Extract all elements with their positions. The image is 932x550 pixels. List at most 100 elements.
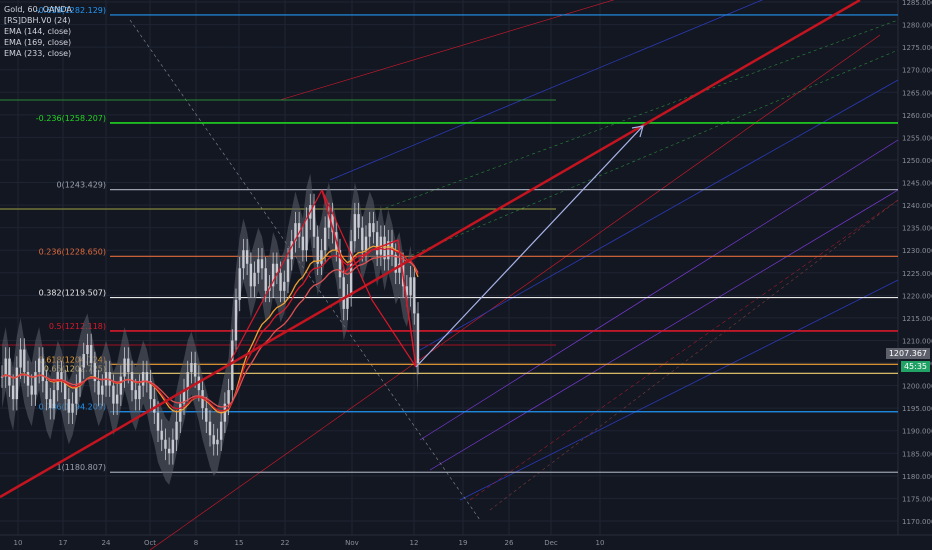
candle-body: [82, 354, 85, 368]
candle-body: [305, 218, 308, 251]
legend-indicator-ema169[interactable]: EMA (169, close): [4, 38, 72, 47]
y-tick-label: 1280.000: [902, 22, 932, 30]
candle-body: [190, 363, 193, 373]
candle-body: [71, 403, 74, 413]
candle-body: [357, 214, 360, 228]
x-tick-label: Nov: [345, 539, 359, 547]
candle-body: [264, 268, 267, 291]
candle-body: [97, 381, 100, 395]
candle-body: [201, 390, 204, 409]
y-tick-label: 1235.000: [902, 225, 932, 233]
candle-body: [338, 250, 342, 278]
current-price-tag: 1207.367: [885, 348, 930, 359]
candle-body: [115, 394, 119, 404]
fib-level-label: 0.382(1219.507): [39, 289, 106, 298]
candle-body: [153, 399, 156, 413]
candle-body: [398, 263, 401, 273]
pattern-line[interactable]: [321, 189, 417, 368]
pattern-line[interactable]: [321, 189, 417, 368]
candle-body: [19, 349, 22, 368]
channel-line: [469, 199, 899, 501]
candle-body: [49, 399, 52, 409]
y-tick-label: 1260.000: [902, 112, 932, 120]
legend-indicator-rsdbh[interactable]: [RS]DBH.V0 (24): [4, 16, 71, 25]
candle-body: [212, 435, 215, 445]
legend-symbol-title[interactable]: Gold, 60, OANDA: [4, 5, 72, 14]
y-tick-label: 1285.000: [902, 0, 932, 7]
x-tick-label: Dec: [544, 539, 558, 547]
pattern-line[interactable]: [229, 189, 323, 363]
candle-body: [223, 403, 227, 422]
candle-body: [101, 385, 104, 395]
channel-line: [429, 189, 899, 471]
candle-body: [271, 263, 275, 287]
main-trend-line[interactable]: [0, 0, 861, 499]
channel-line: [279, 0, 615, 101]
fib-level-label: 0(1243.429): [56, 181, 106, 190]
y-tick-label: 1190.000: [902, 428, 932, 436]
channel-line: [149, 34, 881, 550]
candle-body: [8, 358, 11, 386]
y-tick-label: 1200.000: [902, 383, 932, 391]
candle-body: [37, 358, 41, 373]
candle-body: [63, 381, 67, 400]
candle-body: [11, 385, 15, 400]
candle-body: [0, 376, 4, 378]
candle-body: [409, 277, 412, 296]
x-tick-label: 10: [596, 539, 605, 547]
candle-body: [219, 421, 223, 440]
candle-body: [387, 241, 390, 260]
candle-body: [186, 372, 189, 391]
candle-body: [283, 281, 286, 291]
candle-body: [375, 232, 379, 255]
candle-body: [242, 250, 245, 269]
candle-body: [260, 259, 264, 269]
candle-body: [231, 340, 234, 391]
x-tick-label: 22: [281, 539, 290, 547]
candle-body: [15, 367, 19, 400]
x-tick-label: 26: [505, 539, 514, 547]
candle-body: [26, 372, 30, 386]
candle-body: [30, 385, 33, 395]
candle-body: [93, 363, 97, 382]
y-tick-label: 1245.000: [902, 180, 932, 188]
candle-body: [245, 250, 249, 264]
candle-body: [234, 299, 238, 341]
candle-body: [249, 263, 253, 287]
candle-body: [141, 372, 145, 386]
candle-body: [208, 421, 212, 436]
candle-body: [372, 223, 375, 233]
y-tick-label: 1255.000: [902, 134, 932, 142]
chart-legend: Gold, 60, OANDA [RS]DBH.V0 (24) EMA (144…: [4, 4, 72, 59]
x-tick-label: 10: [14, 539, 23, 547]
legend-indicator-ema233[interactable]: EMA (233, close): [4, 49, 72, 58]
candle-body: [279, 272, 282, 291]
candle-body: [127, 358, 130, 373]
candle-body: [346, 295, 349, 309]
y-tick-label: 1240.000: [902, 202, 932, 210]
legend-indicator-ema144[interactable]: EMA (144, close): [4, 27, 72, 36]
candle-body: [175, 421, 178, 440]
candle-body: [108, 372, 111, 386]
candle-body: [416, 313, 420, 364]
candle-body: [413, 277, 416, 314]
x-tick-label: Oct: [144, 539, 156, 547]
channel-line: [489, 199, 899, 511]
candle-body: [123, 358, 126, 377]
candle-body: [316, 236, 319, 264]
candle-body: [275, 263, 279, 273]
candle-body: [119, 376, 123, 395]
candle-body: [4, 358, 7, 377]
fib-level-label: 1(1180.807): [56, 463, 106, 472]
x-tick-label: 15: [235, 539, 244, 547]
candle-body: [182, 390, 186, 404]
candle-body: [164, 439, 167, 449]
channel-line: [329, 0, 764, 181]
ema-144-line: [1, 245, 419, 414]
x-tick-label: 12: [410, 539, 419, 547]
candle-body: [394, 254, 397, 273]
candle-body: [67, 399, 71, 413]
projection-arrow[interactable]: [415, 125, 644, 368]
